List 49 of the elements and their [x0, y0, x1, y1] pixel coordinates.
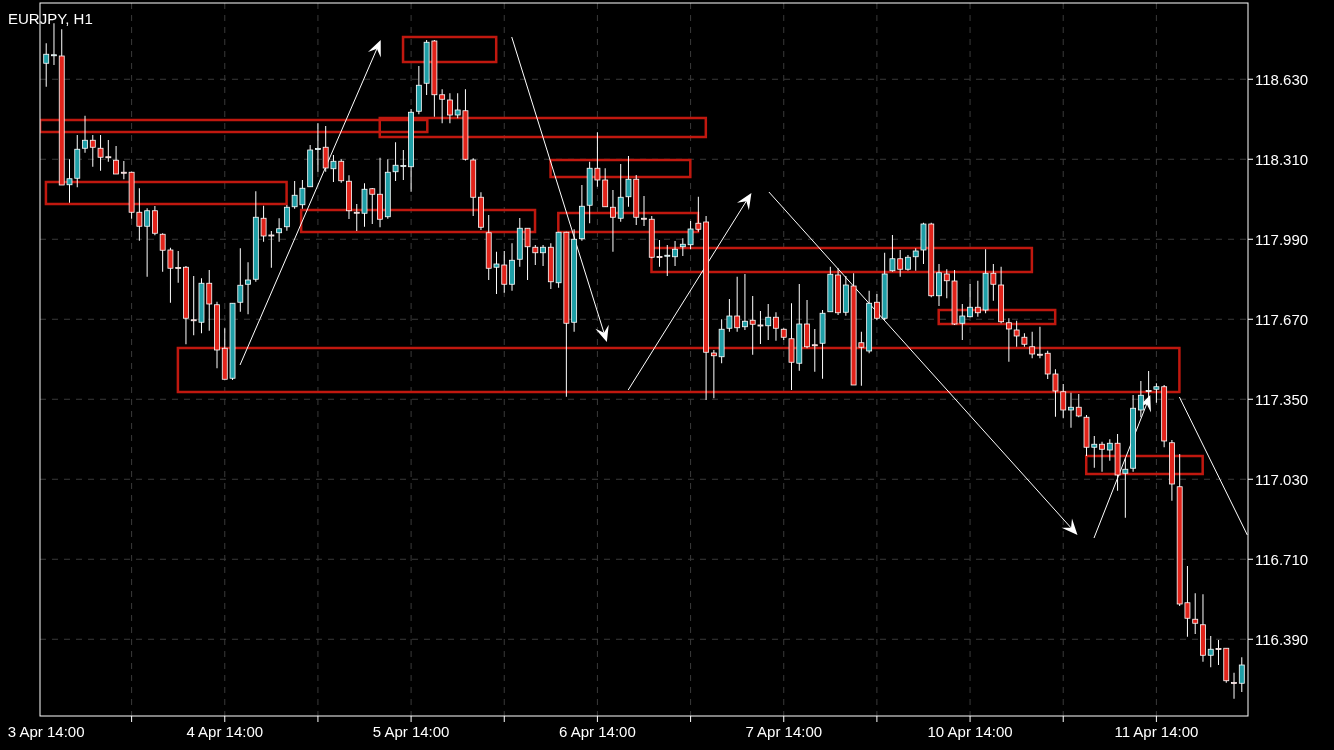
y-tick-label: 118.630: [1255, 70, 1309, 88]
candlestick: [641, 195, 647, 227]
candlestick: [672, 240, 678, 267]
y-tick-label: 117.670: [1255, 310, 1309, 328]
candlestick: [1238, 656, 1245, 693]
y-tick-label: 116.390: [1255, 630, 1309, 648]
candlestick: [315, 122, 321, 173]
candlestick: [113, 145, 119, 175]
candlestick: [276, 217, 283, 243]
candlestick: [936, 263, 942, 307]
y-tick-label: 117.030: [1255, 470, 1309, 488]
x-tick-label: 3 Apr 14:00: [7, 723, 85, 740]
candlestick: [1137, 380, 1144, 418]
x-tick-label: 11 Apr 14:00: [1114, 723, 1199, 740]
candlestick: [1037, 326, 1043, 359]
candlestick: [82, 115, 88, 154]
candlestick: [967, 283, 973, 318]
candlestick: [773, 311, 779, 342]
candlestick: [540, 244, 546, 267]
candlestick: [237, 247, 244, 313]
candlestick: [532, 244, 539, 266]
candlestick: [509, 242, 515, 292]
candlestick: [283, 204, 290, 232]
candlestick: [1099, 441, 1105, 473]
text: EURJPY, H1: [8, 10, 93, 27]
candlestick: [1068, 392, 1074, 429]
candlestick: [245, 261, 251, 315]
candlestick: [610, 189, 616, 253]
x-tick-label: 7 Apr 14:00: [745, 723, 823, 740]
y-tick-label: 117.350: [1255, 390, 1309, 408]
candlestick: [89, 134, 96, 168]
candlestick: [617, 163, 624, 223]
candlestick: [43, 42, 50, 88]
candlestick: [811, 328, 818, 373]
y-tick-label: 117.990: [1255, 230, 1309, 248]
candlestick: [804, 299, 810, 349]
candlestick: [152, 205, 158, 236]
candlestick: [742, 273, 748, 331]
candlestick: [1192, 592, 1199, 635]
x-tick-label: 6 Apr 14:00: [559, 723, 636, 740]
candlestick: [1231, 672, 1237, 700]
candlestick: [1029, 331, 1036, 359]
x-tick-label: 5 Apr 14:00: [372, 723, 450, 740]
candlestick: [874, 293, 880, 321]
x-tick-label: 10 Apr 14:00: [927, 723, 1013, 740]
x-tick-label: 4 Apr 14:00: [186, 723, 264, 740]
y-tick-label: 116.710: [1255, 550, 1309, 568]
candlestick: [447, 92, 453, 124]
y-tick-label: 118.310: [1255, 150, 1309, 168]
